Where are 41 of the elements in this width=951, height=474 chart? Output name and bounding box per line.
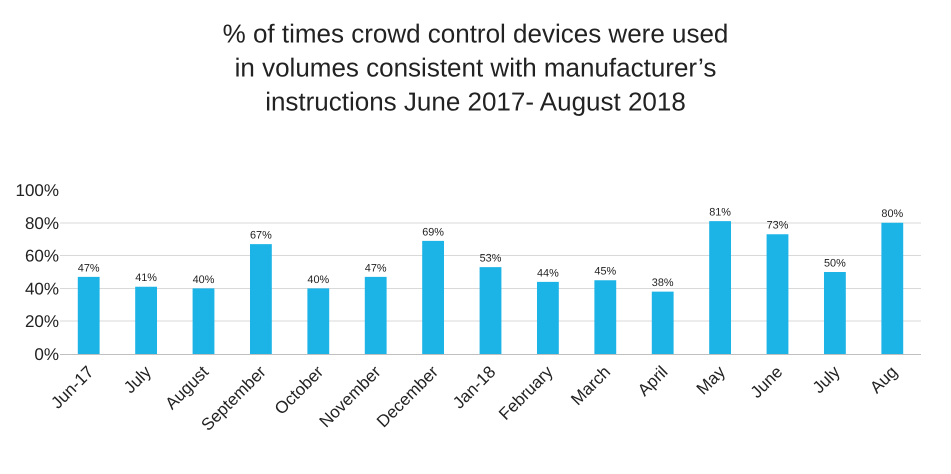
data-label: 47% (78, 262, 100, 274)
data-label: 80% (881, 208, 904, 220)
y-tick-label: 0% (34, 344, 59, 364)
bar (135, 286, 158, 354)
bar (594, 280, 616, 354)
data-label: 41% (135, 272, 158, 284)
y-tick-label: 100% (16, 180, 59, 200)
data-label: 45% (594, 266, 617, 278)
bar (709, 221, 732, 354)
data-label: 73% (766, 220, 789, 232)
data-label: 40% (192, 274, 215, 286)
x-tick-label: May (692, 362, 730, 398)
bar (364, 276, 387, 354)
y-tick-label: 40% (24, 279, 59, 298)
y-tick-label: 60% (24, 246, 59, 266)
bar (250, 244, 272, 354)
data-label: 38% (652, 277, 674, 290)
data-label: 44% (537, 267, 560, 280)
x-tick-label: July (120, 362, 156, 398)
data-label: 50% (824, 257, 846, 270)
chart-title: % of times crowd control devices were used in volumes consistent with manufacturer’s instructions June 2017- August 2018 (222, 18, 728, 116)
bar (766, 234, 788, 354)
bar (192, 288, 214, 354)
data-label: 69% (422, 226, 444, 238)
bar (536, 282, 559, 354)
data-label: 47% (364, 262, 387, 274)
bar (78, 276, 100, 354)
x-tick-label: Aug (866, 362, 902, 398)
bar (824, 272, 846, 354)
y-tick-label: 20% (24, 312, 59, 332)
data-label: 40% (307, 274, 330, 286)
y-tick-label: 80% (24, 214, 59, 233)
bar (652, 292, 674, 354)
bar (881, 222, 904, 354)
bar (422, 240, 444, 354)
bar (480, 267, 502, 354)
data-label: 67% (250, 230, 272, 242)
bar (307, 288, 330, 354)
data-label: 81% (709, 206, 732, 219)
x-tick-label: July (808, 362, 844, 398)
data-label: 53% (480, 252, 502, 265)
